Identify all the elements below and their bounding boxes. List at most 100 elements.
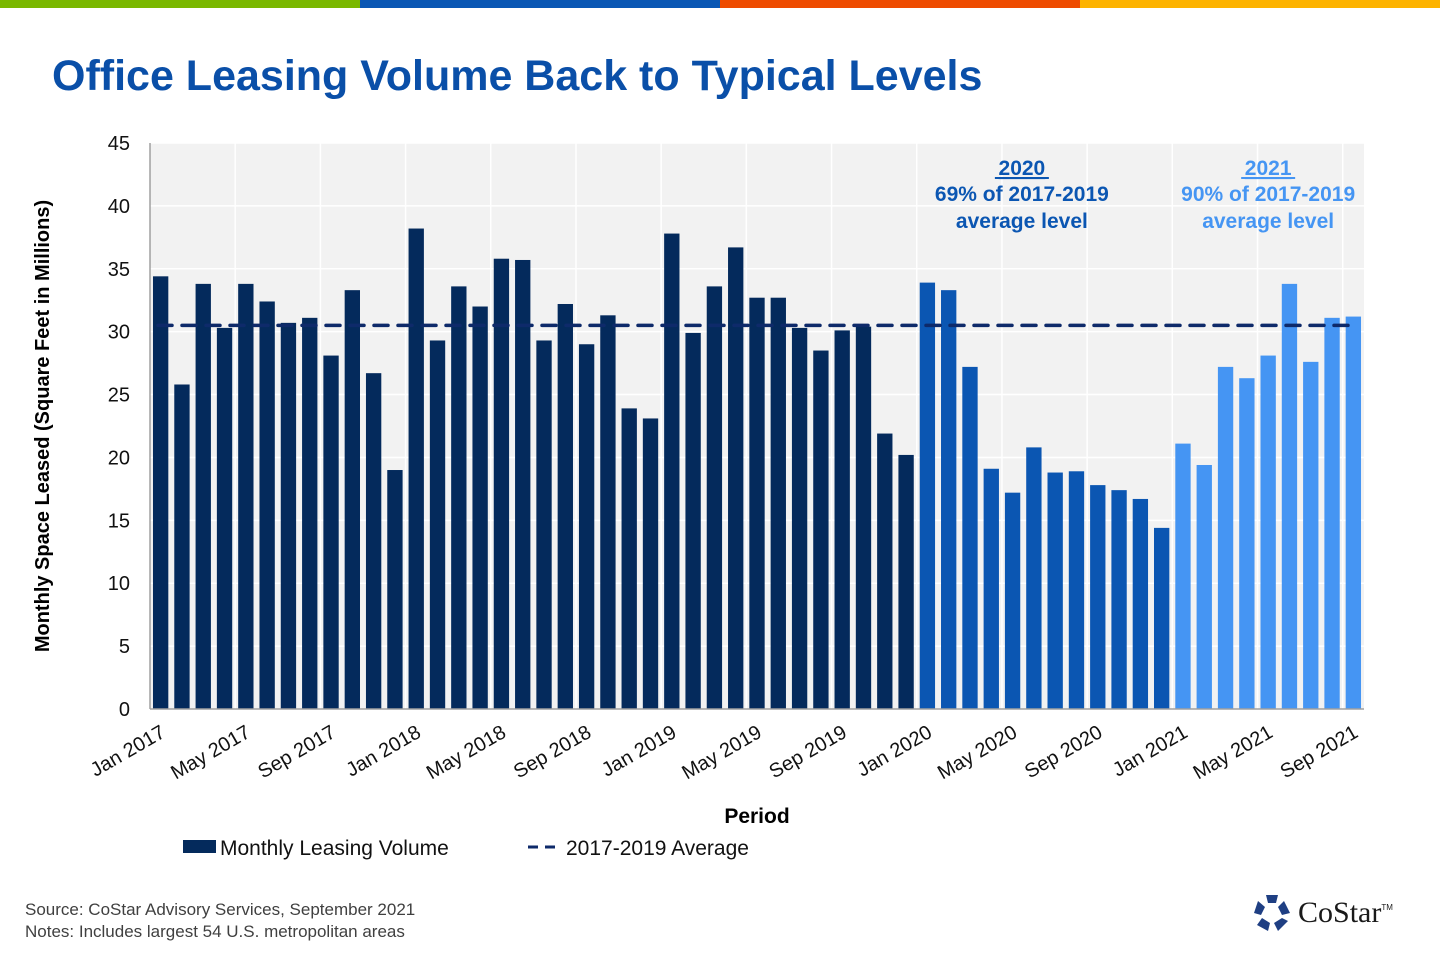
x-tick-label: Sep 2020 [1021, 721, 1106, 783]
bar-jul-2021 [1303, 361, 1319, 709]
bar-jul-2020 [1047, 472, 1063, 709]
bar-jul-2019 [791, 327, 808, 709]
bar-feb-2017 [174, 384, 190, 709]
bar-oct-2019 [855, 326, 872, 709]
bar-feb-2019 [685, 332, 701, 709]
bar-oct-2017 [344, 290, 361, 709]
y-tick-label: 25 [108, 385, 130, 407]
bar-oct-2018 [600, 315, 616, 709]
y-tick-label: 0 [119, 699, 130, 721]
bar-nov-2020 [1132, 498, 1149, 709]
bar-aug-2019 [813, 350, 829, 709]
stripe-yellow [1080, 0, 1440, 8]
y-tick-label: 45 [108, 133, 130, 155]
bar-aug-2017 [302, 317, 318, 709]
x-tick-label: Sep 2017 [254, 721, 339, 783]
x-tick-label: Jan 2017 [87, 721, 169, 781]
page-title: Office Leasing Volume Back to Typical Le… [52, 52, 983, 100]
bar-mar-2021 [1217, 366, 1234, 709]
bar-sep-2017 [323, 355, 339, 709]
bar-apr-2017 [216, 327, 233, 709]
stripe-orange [720, 0, 1080, 8]
legend-swatch-monthly-volume [183, 840, 216, 853]
bar-sep-2020 [1090, 485, 1106, 709]
costar-logo: CoStar TM [1252, 893, 1393, 933]
bar-sep-2019 [834, 330, 850, 709]
bar-feb-2020 [941, 290, 957, 709]
bar-jul-2017 [280, 322, 297, 709]
x-tick-label: Sep 2019 [766, 721, 851, 783]
stripe-blue [360, 0, 720, 8]
annotation-year-2020: 2020 [999, 157, 1046, 180]
x-tick-label: Jan 2019 [598, 721, 680, 781]
bar-oct-2020 [1111, 490, 1127, 709]
bar-may-2020 [1004, 492, 1021, 709]
annotation-year-2021: 2021 [1245, 157, 1292, 180]
annotations: 2020 69% of 2017-2019 average level 2021 90%… [935, 157, 1355, 233]
annotation-pct-2021: 90% of 2017-2019 [1181, 183, 1355, 206]
bar-apr-2018 [472, 306, 488, 709]
bar-jan-2017 [152, 276, 169, 709]
bar-dec-2018 [642, 418, 659, 709]
bars [152, 228, 1362, 710]
bar-jan-2021 [1175, 443, 1191, 709]
x-tick-label: Sep 2021 [1277, 721, 1362, 783]
y-tick-label: 35 [108, 259, 130, 281]
bar-nov-2019 [877, 433, 893, 709]
footer: Source: CoStar Advisory Services, Septem… [25, 899, 415, 943]
x-tick-label: Sep 2018 [510, 721, 595, 783]
bar-apr-2019 [728, 247, 744, 709]
bar-mar-2020 [962, 366, 978, 709]
bar-dec-2019 [898, 454, 914, 709]
axes [149, 143, 1364, 710]
legend-label-monthly-volume: Monthly Leasing Volume [220, 837, 449, 860]
bar-jun-2020 [1026, 447, 1042, 709]
y-tick-label: 10 [108, 573, 130, 595]
bar-jan-2020 [919, 282, 936, 709]
bar-sep-2018 [578, 344, 595, 709]
notes: Notes: Includes largest 54 U.S. metropol… [25, 922, 405, 941]
annotation-level-2021: average level [1202, 210, 1334, 233]
x-tick-label: Jan 2020 [854, 721, 936, 781]
bar-apr-2020 [983, 468, 999, 709]
x-tick-label: May 2017 [167, 721, 254, 784]
bar-aug-2021 [1324, 317, 1340, 709]
logo-wordmark: CoStar [1298, 896, 1382, 929]
costar-star-icon [1254, 895, 1290, 931]
x-axis-label: Period [724, 805, 789, 828]
bar-jun-2021 [1281, 283, 1298, 709]
bar-jun-2019 [770, 297, 786, 709]
bar-mar-2018 [451, 286, 467, 709]
bar-may-2018 [493, 258, 510, 709]
color-stripe [0, 0, 1440, 8]
bar-nov-2018 [621, 408, 637, 709]
y-tick-label: 20 [108, 447, 130, 469]
legend: Monthly Leasing Volume 2017-2019 Average [183, 837, 749, 860]
bar-may-2017 [238, 283, 254, 709]
bar-jun-2017 [259, 301, 275, 709]
bar-jul-2018 [536, 340, 552, 709]
bar-jun-2018 [515, 259, 531, 709]
bar-dec-2017 [387, 470, 403, 709]
stripe-green [0, 0, 360, 8]
bar-sep-2021 [1345, 316, 1362, 709]
x-tick-label: Jan 2021 [1109, 721, 1191, 781]
bar-mar-2017 [195, 283, 211, 709]
source-note: Source: CoStar Advisory Services, Septem… [25, 900, 416, 919]
y-tick-label: 30 [108, 322, 130, 344]
bar-feb-2018 [429, 340, 446, 709]
y-axis-label: Monthly Space Leased (Square Feet in Mil… [32, 200, 54, 652]
legend-label-average: 2017-2019 Average [566, 837, 749, 860]
bar-aug-2018 [557, 303, 573, 709]
bar-apr-2021 [1239, 378, 1255, 709]
bar-jan-2019 [664, 233, 680, 709]
y-tick-label: 5 [119, 636, 130, 658]
x-tick-label: May 2021 [1190, 721, 1277, 784]
bar-may-2021 [1260, 355, 1276, 709]
x-tick-label: May 2019 [678, 721, 765, 784]
bar-mar-2019 [706, 286, 723, 709]
annotation-level-2020: average level [956, 210, 1088, 233]
bar-feb-2021 [1196, 464, 1212, 709]
x-tick-label: May 2018 [423, 721, 510, 784]
